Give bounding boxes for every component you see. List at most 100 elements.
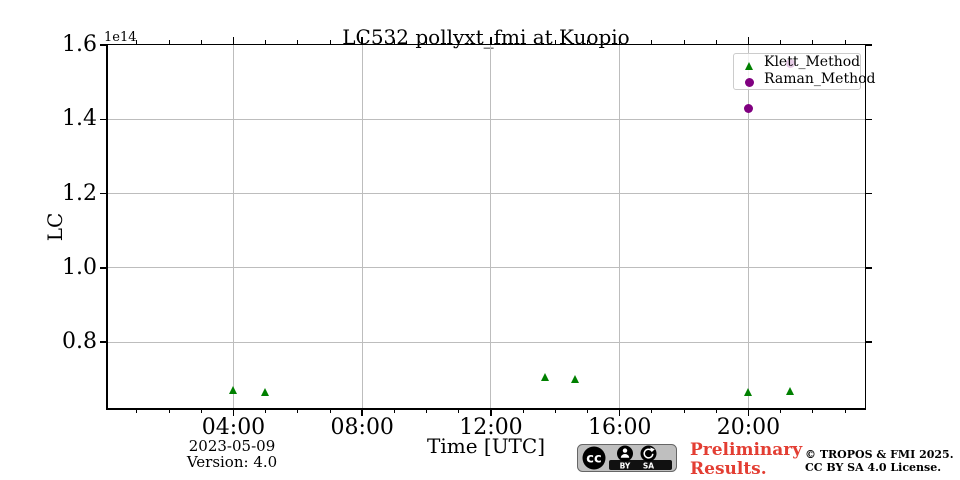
copyright-block: © TROPOS & FMI 2025. CC BY SA 4.0 Licens…: [805, 448, 954, 474]
y-tick-label: 1.0: [62, 254, 97, 280]
y-major-tick-right: [865, 118, 872, 121]
x-tick-label: 04:00: [201, 415, 266, 440]
sa-arrow-icon: [640, 445, 657, 462]
raman-circle-icon: [742, 75, 756, 92]
x-gridline: [619, 45, 621, 409]
by-person-icon: [617, 445, 633, 462]
x-tick-label: 08:00: [330, 415, 394, 440]
x-minor-tick: [426, 409, 428, 413]
x-gridline: [747, 45, 749, 409]
watermark-line1: Preliminary: [690, 440, 803, 460]
x-major-tick: [747, 409, 750, 416]
x-minor-tick: [265, 409, 267, 413]
x-minor-tick-top: [168, 39, 170, 44]
data-point-Klett_Method: [261, 387, 270, 396]
x-minor-tick-top: [393, 39, 395, 44]
x-minor-tick-top: [522, 39, 524, 44]
x-minor-tick-top: [715, 39, 717, 44]
x-minor-tick: [715, 409, 717, 413]
by-label: BY: [620, 462, 631, 471]
x-major-tick-top: [747, 36, 750, 44]
x-minor-tick: [554, 409, 556, 413]
x-gridline: [361, 45, 363, 409]
y-tick-label: 1.6: [62, 32, 97, 57]
x-minor-tick: [651, 409, 653, 413]
x-major-tick: [232, 409, 235, 416]
data-point-Raman_Method: [743, 103, 753, 113]
x-minor-tick-top: [780, 39, 782, 44]
x-minor-tick: [393, 409, 395, 413]
x-major-tick-top: [361, 36, 363, 44]
legend-entry-raman: Raman_Method: [734, 71, 876, 88]
legend-label: Klett_Method: [764, 54, 861, 70]
y-gridline: [107, 193, 865, 195]
x-minor-tick-top: [426, 39, 428, 44]
x-minor-tick: [200, 409, 202, 413]
preliminary-watermark: Preliminary Results.: [690, 441, 802, 479]
measurement-date: 2023-05-09: [188, 437, 276, 455]
data-point-Klett_Method: [571, 374, 580, 383]
x-minor-tick: [683, 409, 685, 413]
y-major-tick: [100, 341, 107, 343]
copyright-line2: CC BY SA 4.0 License.: [805, 460, 942, 474]
cc-by-sa-badge: cc BY SA: [577, 444, 677, 472]
x-minor-tick: [136, 409, 138, 413]
y-major-tick-right: [865, 44, 872, 46]
x-minor-tick-top: [265, 39, 267, 44]
klett-triangle-icon: [742, 58, 756, 75]
x-minor-tick: [587, 409, 589, 413]
legend: Klett_Method Raman_Method: [733, 53, 876, 90]
x-minor-tick-top: [297, 39, 299, 44]
legend-label: Raman_Method: [764, 71, 876, 87]
x-major-tick: [361, 409, 363, 416]
x-minor-tick: [780, 409, 782, 413]
cc-logo-icon: cc: [586, 452, 601, 467]
x-minor-tick: [458, 409, 460, 413]
y-major-tick-right: [865, 192, 872, 195]
y-major-tick: [100, 44, 107, 46]
copyright-line1: © TROPOS & FMI 2025.: [805, 448, 954, 461]
x-minor-tick: [297, 409, 299, 413]
y-tick-label: 1.4: [62, 106, 97, 132]
x-minor-tick-top: [136, 39, 138, 44]
left-spine: [106, 43, 108, 410]
x-minor-tick: [522, 409, 524, 413]
x-tick-label: 16:00: [588, 415, 652, 440]
bottom-spine: [106, 408, 866, 410]
x-gridline: [490, 45, 492, 409]
legend-entry-klett: Klett_Method: [734, 54, 860, 71]
x-minor-tick-top: [844, 39, 846, 44]
x-tick-label: 20:00: [716, 415, 781, 440]
x-minor-tick: [168, 409, 170, 413]
y-axis-offset-text: 1e14: [104, 30, 137, 45]
x-minor-tick-top: [651, 39, 653, 44]
x-minor-tick-top: [200, 39, 202, 44]
data-point-Klett_Method: [540, 373, 549, 382]
y-major-tick: [100, 118, 107, 121]
data-point-Klett_Method: [785, 387, 794, 396]
x-minor-tick-top: [587, 39, 589, 44]
y-tick-label: 1.2: [62, 180, 97, 206]
x-minor-tick: [812, 409, 814, 413]
x-minor-tick-top: [554, 39, 556, 44]
version-text: Version: 4.0: [186, 452, 278, 471]
top-spine: [106, 43, 866, 45]
sa-label: SA: [643, 462, 654, 471]
y-gridline: [107, 341, 865, 343]
x-major-tick: [618, 409, 621, 416]
x-major-tick-top: [490, 36, 492, 44]
data-point-Klett_Method: [743, 387, 752, 396]
x-minor-tick-top: [329, 39, 331, 44]
x-gridline: [232, 45, 234, 409]
y-gridline: [107, 267, 865, 269]
x-minor-tick-top: [458, 39, 460, 44]
y-major-tick: [100, 267, 107, 269]
x-major-tick-top: [232, 36, 235, 44]
y-gridline: [107, 118, 865, 120]
x-minor-tick: [329, 409, 331, 413]
watermark-line2: Results.: [690, 459, 767, 479]
x-minor-tick-top: [683, 39, 685, 44]
y-axis-label: LC: [43, 212, 67, 242]
date-version-block: 2023-05-09 Version: 4.0: [132, 437, 332, 471]
